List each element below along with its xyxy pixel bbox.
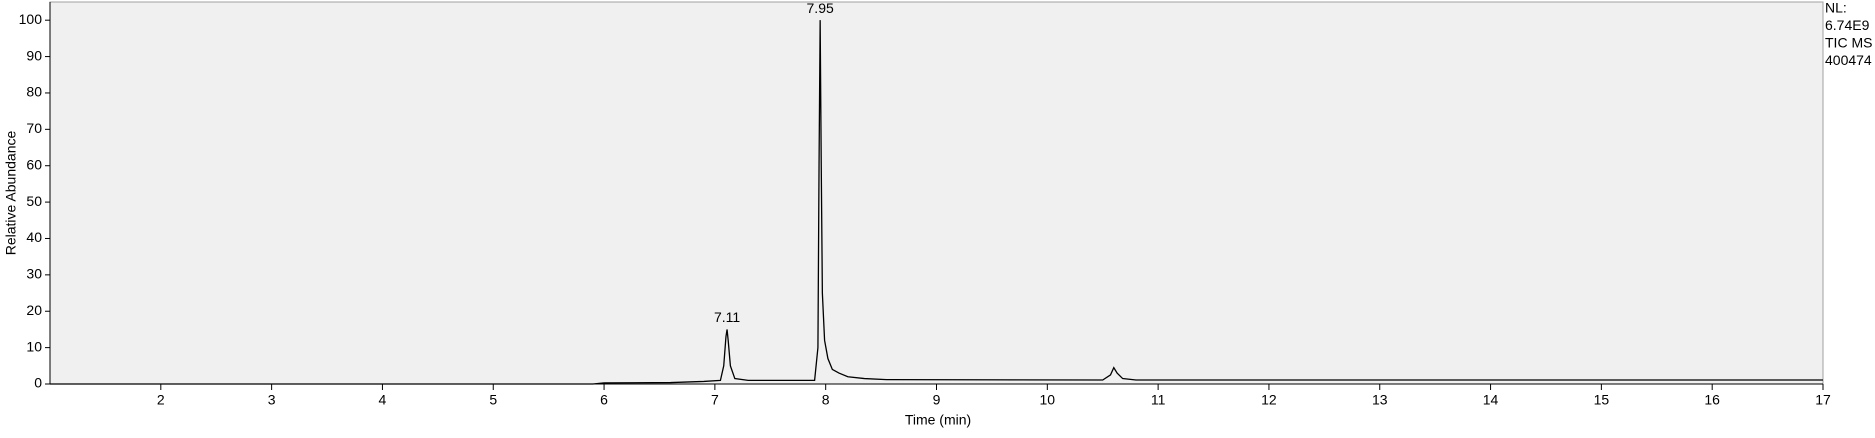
plot-area xyxy=(49,1,1824,385)
trace xyxy=(50,20,1823,385)
info-line: TIC MS xyxy=(1825,35,1872,51)
y-tick-label: 50 xyxy=(26,193,42,209)
y-tick-label: 90 xyxy=(26,47,42,63)
x-tick-label: 4 xyxy=(379,392,387,408)
y-tick-label: 60 xyxy=(26,156,42,172)
info-line: 400474 xyxy=(1825,52,1872,68)
x-tick-label: 10 xyxy=(1040,392,1056,408)
y-tick-label: 80 xyxy=(26,84,42,100)
info-line: 6.74E9 xyxy=(1825,17,1870,33)
x-tick-label: 6 xyxy=(600,392,608,408)
y-tick-label: 10 xyxy=(26,338,42,354)
info-line: NL: xyxy=(1825,0,1847,16)
y-tick-label: 100 xyxy=(19,11,43,27)
y-tick-label: 20 xyxy=(26,302,42,318)
x-tick-label: 13 xyxy=(1372,392,1388,408)
x-tick-label: 3 xyxy=(268,392,276,408)
x-tick-label: 14 xyxy=(1483,392,1499,408)
x-tick-label: 8 xyxy=(822,392,830,408)
y-tick-label: 70 xyxy=(26,120,42,136)
y-axis-title: Relative Abundance xyxy=(3,131,19,256)
y-tick-label: 40 xyxy=(26,229,42,245)
peak-label: 7.11 xyxy=(714,309,740,325)
x-tick-label: 12 xyxy=(1261,392,1277,408)
y-tick-label: 0 xyxy=(34,375,42,391)
x-tick-label: 17 xyxy=(1815,392,1831,408)
x-tick-label: 9 xyxy=(933,392,941,408)
x-tick-label: 7 xyxy=(711,392,719,408)
x-tick-label: 16 xyxy=(1704,392,1720,408)
x-tick-label: 5 xyxy=(489,392,497,408)
x-tick-label: 11 xyxy=(1151,392,1166,408)
peak-label: 7.95 xyxy=(807,0,834,16)
y-tick-label: 30 xyxy=(26,266,42,282)
x-tick-label: 15 xyxy=(1594,392,1610,408)
x-axis-title: Time (min) xyxy=(905,412,971,428)
x-tick-label: 2 xyxy=(157,392,165,408)
